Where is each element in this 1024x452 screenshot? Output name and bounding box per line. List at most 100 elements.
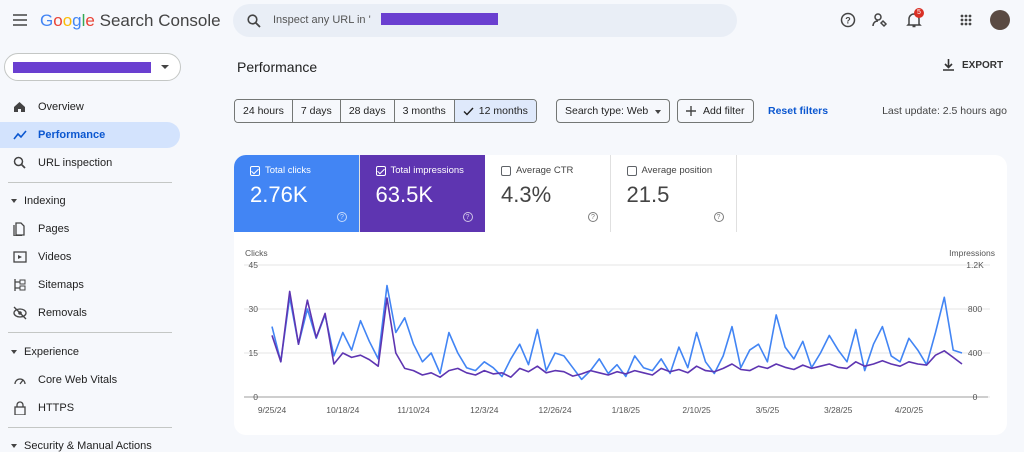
svg-text:?: ? <box>845 16 851 26</box>
metric-label: Total clicks <box>265 165 311 176</box>
notification-badge: 5 <box>914 8 924 18</box>
metric-value: 21.5 <box>626 182 670 207</box>
metric-label: Total impressions <box>390 165 464 176</box>
nav-label: HTTPS <box>38 402 75 414</box>
nav-label: Removals <box>38 307 87 319</box>
nav-label: Sitemaps <box>38 279 84 291</box>
date-range-label: 12 months <box>478 105 528 117</box>
series-line <box>271 290 963 378</box>
divider <box>8 182 172 183</box>
metric-value: 63.5K <box>375 182 434 207</box>
search-placeholder: Inspect any URL in ' <box>273 14 371 26</box>
nav-item[interactable]: Performance <box>0 122 180 148</box>
y2-axis-title: Impressions <box>949 248 995 258</box>
metric-label-row: Average position <box>626 165 720 176</box>
date-range-label: 3 months <box>402 105 446 117</box>
y-axis-title: Clicks <box>245 248 268 258</box>
y2-tick-label: 400 <box>968 348 982 358</box>
info-icon: ? <box>462 212 473 222</box>
x-tick-label: 10/18/24 <box>326 405 359 415</box>
date-range-label: 7 days <box>300 105 332 117</box>
help-icon[interactable]: ? <box>840 12 856 28</box>
nav-item[interactable]: Videos <box>0 244 180 270</box>
metric-card[interactable]: Average position 21.5? <box>610 155 737 232</box>
nav-label: Core Web Vitals <box>38 374 118 386</box>
page-title: Performance <box>237 59 318 75</box>
logo-product: Search Console <box>99 11 221 30</box>
metric-label-row: Total clicks <box>250 165 343 176</box>
date-range-button[interactable]: 24 hours <box>235 100 292 122</box>
nav-label: URL inspection <box>38 157 113 169</box>
y2-tick-label: 1.2K <box>966 260 984 270</box>
add-filter-button[interactable]: Add filter <box>677 99 754 123</box>
metric-label: Average position <box>641 165 713 176</box>
export-button[interactable]: EXPORT <box>943 59 1003 71</box>
metric-label: Average CTR <box>516 165 574 176</box>
x-tick-label: 1/18/25 <box>612 405 641 415</box>
search-box[interactable]: Inspect any URL in ' <box>233 4 737 37</box>
nav-label: Overview <box>38 101 84 113</box>
nav-item[interactable]: Core Web Vitals <box>0 367 180 393</box>
divider <box>8 332 172 333</box>
section-title: Indexing <box>11 195 66 207</box>
metric-card[interactable]: Total clicks 2.76K? <box>234 155 360 232</box>
divider <box>8 427 172 428</box>
x-tick-label: 12/26/24 <box>539 405 572 415</box>
logo-brand: Google <box>40 11 95 30</box>
admin-icon[interactable] <box>872 12 888 28</box>
y-tick-label: 0 <box>253 392 258 402</box>
metric-card[interactable]: Total impressions 63.5K? <box>359 155 486 232</box>
reset-filters[interactable]: Reset filters <box>768 105 829 117</box>
dropdown-arrow <box>655 109 661 117</box>
nav-item[interactable]: Pages <box>0 216 180 242</box>
checkbox <box>626 165 637 176</box>
x-tick-label: 11/10/24 <box>397 405 430 415</box>
dropdown-arrow <box>161 65 169 73</box>
date-range-button[interactable]: 7 days <box>291 100 340 122</box>
x-tick-label: 9/25/24 <box>258 405 287 415</box>
avatar[interactable] <box>990 10 1010 30</box>
x-tick-label: 4/20/25 <box>895 405 924 415</box>
info-icon: ? <box>337 212 347 222</box>
x-tick-label: 3/28/25 <box>824 405 853 415</box>
x-tick-label: 12/3/24 <box>470 405 499 415</box>
search-type-dropdown[interactable]: Search type: Web <box>556 99 670 123</box>
nav-item[interactable]: Sitemaps <box>0 272 180 298</box>
y2-tick-label: 800 <box>968 304 982 314</box>
logo[interactable]: Google Search Console <box>40 11 221 31</box>
nav-label: Pages <box>38 223 70 235</box>
date-range-label: 24 hours <box>243 105 284 117</box>
menu-icon[interactable] <box>13 14 27 26</box>
date-range-button[interactable]: 28 days <box>339 100 394 122</box>
add-filter-label: Add filter <box>703 105 745 117</box>
redaction <box>381 13 498 25</box>
nav-item[interactable]: Removals <box>0 300 180 326</box>
y-tick-label: 15 <box>249 348 259 358</box>
y-tick-label: 45 <box>249 260 259 270</box>
y2-tick-label: 0 <box>973 392 978 402</box>
series-line <box>271 284 963 381</box>
checkbox <box>250 165 260 176</box>
checkbox <box>501 165 511 176</box>
nav-item[interactable]: HTTPS <box>0 395 180 421</box>
apps-icon[interactable] <box>960 14 972 26</box>
nav-item[interactable]: URL inspection <box>0 150 180 176</box>
last-update: Last update: 2.5 hours ago <box>882 105 1007 117</box>
section-title: Experience <box>10 346 80 358</box>
performance-card: Total clicks 2.76K? Total impressions 63.5K… <box>234 155 1007 435</box>
metric-value: 4.3% <box>501 182 552 207</box>
metric-label-row: Total impressions <box>375 165 469 176</box>
info-icon: ? <box>588 212 598 222</box>
date-range-button[interactable]: 3 months <box>393 100 454 122</box>
checkbox <box>375 165 386 176</box>
date-range-group: 24 hours 7 days 28 days 3 months 12 months <box>234 99 537 123</box>
y-tick-label: 30 <box>249 304 259 314</box>
x-tick-label: 3/5/25 <box>756 405 780 415</box>
date-range-button[interactable]: 12 months <box>453 100 536 122</box>
metric-card[interactable]: Average CTR 4.3%? <box>485 155 611 232</box>
nav-item[interactable]: Overview <box>0 94 180 120</box>
export-label: EXPORT <box>962 59 1004 71</box>
property-selector[interactable] <box>4 53 181 81</box>
